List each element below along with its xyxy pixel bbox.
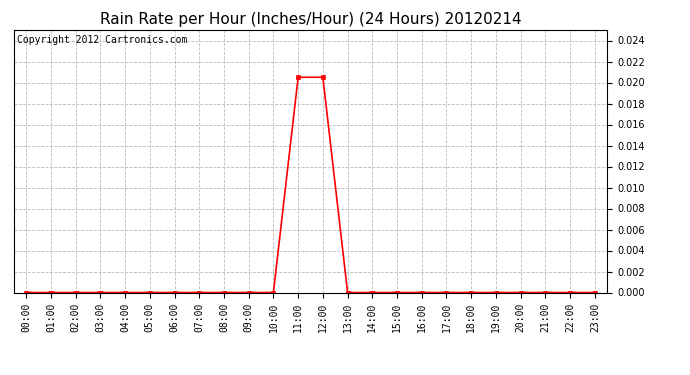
- Title: Rain Rate per Hour (Inches/Hour) (24 Hours) 20120214: Rain Rate per Hour (Inches/Hour) (24 Hou…: [99, 12, 522, 27]
- Text: Copyright 2012 Cartronics.com: Copyright 2012 Cartronics.com: [17, 35, 187, 45]
